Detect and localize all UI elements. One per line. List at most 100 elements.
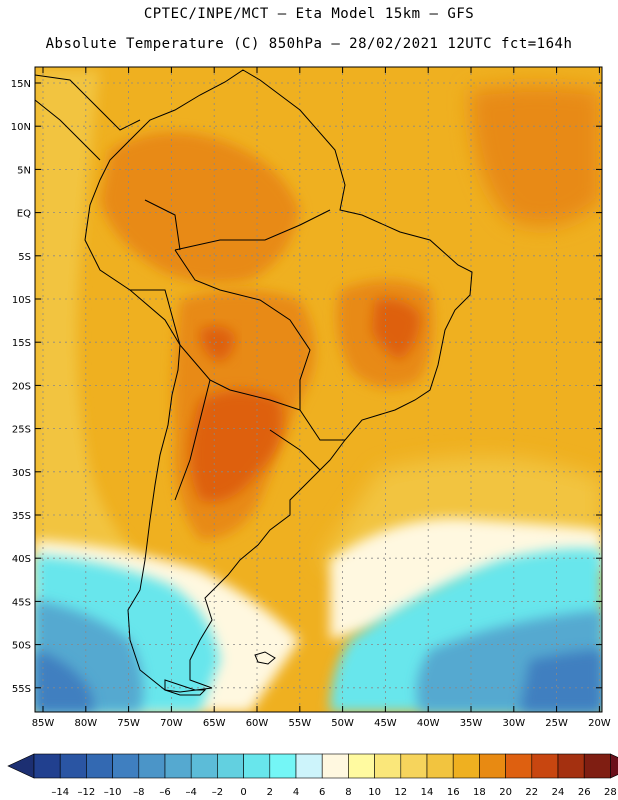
colorbar-tick-label: 8 bbox=[345, 787, 351, 798]
lon-label: 75W bbox=[117, 718, 140, 729]
longitude-labels: 85W 80W 75W 70W 65W 60W 55W 50W 45W 40W 35W 30W 25W 2… bbox=[32, 718, 611, 729]
lat-label: 15S bbox=[12, 338, 31, 349]
colorbar-over-arrow bbox=[610, 753, 618, 779]
lat-label: 30S bbox=[12, 468, 31, 479]
lon-label: 55W bbox=[288, 718, 311, 729]
colorbar-tick-label: –8 bbox=[133, 787, 144, 798]
colorbar-tick-label: 14 bbox=[421, 787, 434, 798]
colorbar-boxes bbox=[7, 753, 618, 779]
colorbar-box bbox=[138, 753, 166, 779]
lon-label: 60W bbox=[246, 718, 269, 729]
lat-label: 40S bbox=[12, 554, 31, 565]
lat-label: 35S bbox=[12, 511, 31, 522]
south-america-coastline bbox=[84, 69, 473, 693]
lat-label: 15N bbox=[11, 79, 31, 90]
field-hot-amazon bbox=[100, 132, 300, 284]
lon-label: 20W bbox=[588, 718, 611, 729]
field-colder-southwest bbox=[35, 650, 602, 712]
colorbar-box bbox=[531, 753, 559, 779]
latitude-labels: 15N 10N 5N EQ 5S 10S 15S 20S 25S 30S 35S 40S 45S 50S 5… bbox=[11, 79, 31, 695]
colorbar-box bbox=[112, 753, 140, 779]
lat-label: 10N bbox=[11, 122, 31, 133]
colorbar-tick-label: 24 bbox=[552, 787, 565, 798]
lon-label: 45W bbox=[374, 718, 397, 729]
colorbar-box bbox=[217, 753, 244, 779]
lon-label: 80W bbox=[74, 718, 97, 729]
lon-label: 30W bbox=[502, 718, 525, 729]
field-yellow-west bbox=[35, 70, 150, 560]
lat-label: 45S bbox=[12, 597, 31, 608]
lon-label: 70W bbox=[160, 718, 183, 729]
colorbar-tick-label: 12 bbox=[394, 787, 407, 798]
colorbar-box bbox=[33, 753, 61, 779]
lat-label: 25S bbox=[12, 425, 31, 436]
colorbar-tick-label: 4 bbox=[293, 787, 299, 798]
field-cold-south bbox=[35, 600, 602, 712]
lat-label: EQ bbox=[17, 209, 31, 220]
colorbar-box bbox=[374, 753, 402, 779]
colorbar-tick-label: –10 bbox=[104, 787, 122, 798]
tierra-del-fuego bbox=[164, 679, 207, 696]
lon-label: 65W bbox=[203, 718, 226, 729]
colorbar-tick-label: –4 bbox=[186, 787, 197, 798]
lat-label: 50S bbox=[12, 641, 31, 652]
colorbar-under-arrow bbox=[7, 753, 35, 779]
colorbar-box bbox=[348, 753, 375, 779]
colorbar-box bbox=[557, 753, 585, 779]
colorbar-box bbox=[426, 753, 454, 779]
colorbar-box bbox=[479, 753, 506, 779]
lon-label: 35W bbox=[460, 718, 483, 729]
temperature-field bbox=[35, 67, 602, 712]
colorbar-tick-label: –12 bbox=[78, 787, 96, 798]
map-title-line-1: CPTEC/INPE/MCT – Eta Model 15km – GFS bbox=[143, 6, 475, 22]
colorbar-tick-label: 20 bbox=[499, 787, 512, 798]
colorbar-box bbox=[164, 753, 192, 779]
central-america-coastline bbox=[35, 74, 141, 161]
map-frame bbox=[34, 66, 603, 713]
lat-label: 20S bbox=[12, 381, 31, 392]
colorbar-box bbox=[321, 753, 349, 779]
colorbar-labels: –14 –12 –10 –8 –6 –4 –2 0 2 4 6 8 10 12 14 16 18 20 22 24 26… bbox=[51, 787, 616, 798]
colorbar-tick-label: 28 bbox=[604, 787, 617, 798]
axis-ticks bbox=[35, 67, 602, 712]
colorbar-tick-label: –2 bbox=[212, 787, 223, 798]
colorbar-box bbox=[583, 753, 611, 779]
andes-borders bbox=[130, 199, 321, 501]
lon-label: 25W bbox=[545, 718, 568, 729]
colorbar-tick-label: 26 bbox=[578, 787, 591, 798]
colorbar-tick-label: –6 bbox=[159, 787, 170, 798]
colorbar-tick-label: 18 bbox=[473, 787, 486, 798]
colorbar-tick-label: 0 bbox=[240, 787, 246, 798]
lon-label: 50W bbox=[331, 718, 354, 729]
country-outlines bbox=[35, 69, 473, 696]
lat-label: 5S bbox=[18, 252, 31, 263]
colorbar-box bbox=[243, 753, 271, 779]
lat-label: 5N bbox=[17, 165, 31, 176]
colorbar-tick-label: 2 bbox=[267, 787, 273, 798]
lat-label: 55S bbox=[12, 684, 31, 695]
colorbar-box bbox=[452, 753, 480, 779]
field-hot-northeast bbox=[470, 85, 602, 227]
colorbar-tick-label: 16 bbox=[447, 787, 460, 798]
map-title-line-2: Absolute Temperature (C) 850hPa – 28/02/… bbox=[45, 36, 573, 52]
colorbar-tick-label: 10 bbox=[368, 787, 381, 798]
lon-label: 40W bbox=[417, 718, 440, 729]
lat-label: 10S bbox=[12, 295, 31, 306]
brazil-border bbox=[174, 209, 345, 441]
colorbar-box bbox=[505, 753, 533, 779]
lon-label: 85W bbox=[32, 718, 55, 729]
colorbar-box bbox=[59, 753, 87, 779]
falkland-islands bbox=[254, 651, 276, 665]
field-hotter-mato-grosso bbox=[200, 326, 235, 362]
colorbar-box bbox=[400, 753, 428, 779]
colorbar-box bbox=[269, 753, 297, 779]
colorbar-tick-label: 22 bbox=[525, 787, 538, 798]
colorbar-tick-label: 6 bbox=[319, 787, 325, 798]
field-hotter-bahia bbox=[372, 299, 420, 360]
colorbar-box bbox=[295, 753, 323, 779]
colorbar-box bbox=[190, 753, 218, 779]
colorbar-box bbox=[86, 753, 113, 779]
field-hotter-chaco bbox=[190, 390, 283, 502]
